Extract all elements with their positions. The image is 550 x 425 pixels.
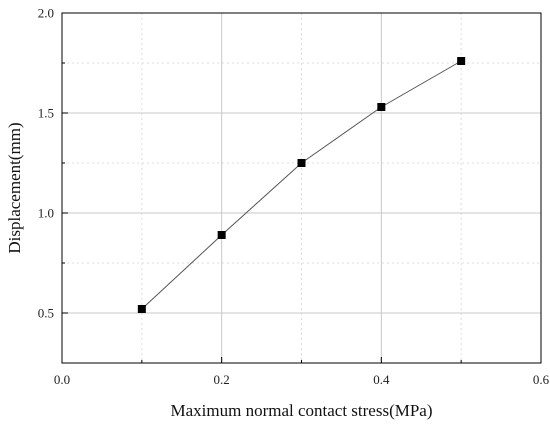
- y-tick-label: 2.0: [38, 6, 54, 21]
- axis-ticks: [61, 12, 542, 364]
- x-tick-label: 0.0: [54, 372, 70, 387]
- y-tick-label: 1.0: [38, 206, 54, 221]
- tick-labels: 0.0 0.2 0.4 0.6 0.5 1.0 1.5 2.0: [38, 6, 550, 388]
- x-tick-label: 0.6: [533, 372, 550, 387]
- grid: [62, 13, 541, 363]
- data-point-marker: [377, 103, 386, 111]
- x-tick-label: 0.4: [373, 372, 390, 387]
- x-axis-label: Maximum normal contact stress(MPa): [170, 401, 432, 420]
- data-point-marker: [137, 305, 146, 313]
- data-point-marker: [297, 159, 306, 167]
- data-point-marker: [457, 57, 466, 65]
- data-point-marker: [217, 231, 226, 239]
- series-layer: [137, 57, 466, 313]
- y-tick-label: 0.5: [38, 306, 54, 321]
- y-axis-label: Displacement(mm): [5, 122, 24, 253]
- y-tick-label: 1.5: [38, 106, 54, 121]
- x-tick-label: 0.2: [214, 372, 230, 387]
